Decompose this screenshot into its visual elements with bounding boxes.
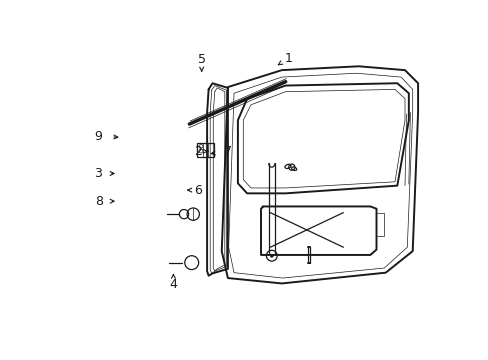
Text: 7: 7 <box>224 145 231 158</box>
Text: 1: 1 <box>284 52 292 65</box>
Text: 6: 6 <box>194 184 202 197</box>
Text: 8: 8 <box>95 195 103 208</box>
Text: 5: 5 <box>197 53 205 66</box>
Text: 4: 4 <box>169 278 177 291</box>
Text: 3: 3 <box>94 167 102 180</box>
Text: 9: 9 <box>94 130 102 143</box>
Bar <box>197 143 214 157</box>
Circle shape <box>270 254 273 257</box>
Text: 2: 2 <box>194 145 202 158</box>
